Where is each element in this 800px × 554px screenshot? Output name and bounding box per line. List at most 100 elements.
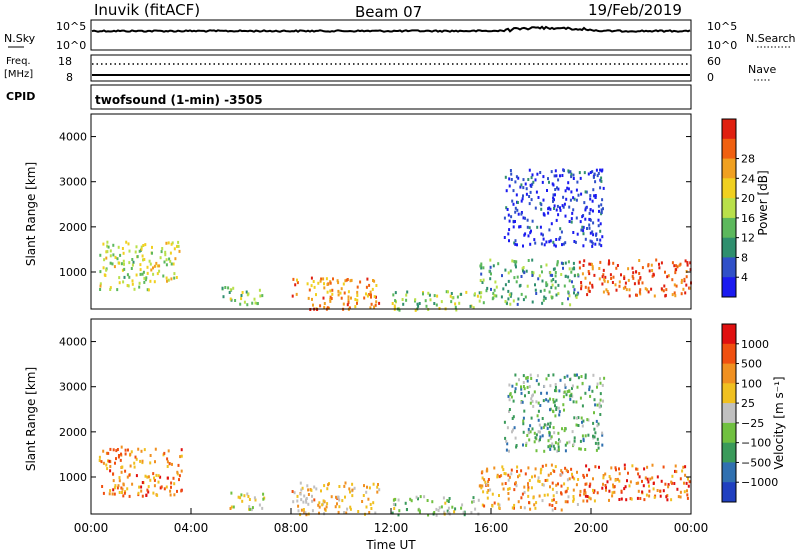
echo-cell bbox=[551, 283, 554, 287]
echo-cell bbox=[431, 500, 434, 504]
echo-cell bbox=[113, 486, 116, 490]
echo-cell bbox=[587, 172, 590, 176]
echo-cell bbox=[638, 290, 641, 294]
echo-cell bbox=[561, 427, 563, 431]
echo-cell bbox=[483, 478, 486, 482]
echo-cell bbox=[538, 274, 541, 278]
echo-cell bbox=[667, 274, 670, 278]
echo-cell bbox=[446, 499, 449, 503]
echo-cell bbox=[614, 466, 617, 470]
echo-cell bbox=[418, 302, 421, 305]
echo-cell bbox=[570, 220, 573, 224]
echo-cell bbox=[616, 264, 619, 267]
echo-cell bbox=[666, 275, 669, 279]
echo-cell bbox=[516, 243, 518, 247]
colorbar-tick-label: 100 bbox=[741, 377, 762, 390]
echo-cell bbox=[539, 435, 542, 439]
echo-cell bbox=[427, 513, 430, 517]
echo-cell bbox=[589, 497, 592, 501]
echo-cell bbox=[638, 475, 641, 479]
echo-cell bbox=[541, 180, 544, 184]
echo-cell bbox=[549, 384, 552, 388]
echo-cell bbox=[522, 422, 525, 426]
echo-cell bbox=[543, 288, 546, 292]
echo-cell bbox=[591, 241, 594, 245]
echo-cell bbox=[150, 268, 153, 272]
echo-cell bbox=[176, 470, 179, 474]
echo-cell bbox=[498, 503, 501, 507]
echo-cell bbox=[540, 391, 543, 395]
echo-cell bbox=[176, 244, 178, 248]
cpid-value: twofsound (1-min) -3505 bbox=[95, 93, 263, 107]
colorbar-tick-label: −500 bbox=[741, 456, 771, 469]
colorbar-segment bbox=[722, 158, 736, 179]
echo-cell bbox=[487, 480, 490, 484]
echo-cell bbox=[533, 390, 536, 394]
echo-cell bbox=[575, 423, 578, 427]
echo-cell bbox=[549, 207, 552, 211]
echo-cell bbox=[261, 294, 264, 298]
echo-cell bbox=[599, 404, 602, 408]
echo-cell bbox=[587, 286, 590, 290]
echo-cell bbox=[160, 250, 163, 254]
echo-cell bbox=[114, 255, 117, 259]
echo-cell bbox=[582, 499, 585, 503]
y-tick-label: 1000 bbox=[59, 266, 87, 279]
echo-cell bbox=[589, 394, 592, 398]
echo-cell bbox=[481, 470, 484, 474]
echo-cell bbox=[537, 409, 540, 413]
echo-cell bbox=[116, 486, 119, 490]
echo-cell bbox=[521, 492, 524, 496]
echo-cell bbox=[129, 464, 132, 468]
echo-cell bbox=[312, 303, 314, 307]
echo-cell bbox=[524, 472, 527, 476]
echo-cell bbox=[599, 377, 601, 381]
echo-cell bbox=[503, 216, 506, 220]
echo-cell bbox=[338, 505, 341, 509]
echo-cell bbox=[508, 383, 511, 387]
colorbar-tick-label: 20 bbox=[741, 192, 755, 205]
echo-cell bbox=[516, 465, 519, 469]
echo-cell bbox=[623, 487, 626, 491]
echo-cell bbox=[306, 484, 309, 488]
echo-cell bbox=[456, 295, 459, 299]
echo-cell bbox=[460, 292, 463, 296]
echo-cell bbox=[647, 480, 650, 484]
echo-cell bbox=[258, 288, 261, 292]
echo-cell bbox=[547, 207, 550, 211]
echo-cell bbox=[126, 284, 129, 287]
echo-cell bbox=[369, 502, 372, 506]
echo-cell bbox=[392, 498, 395, 502]
echo-cell bbox=[504, 472, 507, 476]
echo-cell bbox=[247, 495, 250, 498]
echo-cell bbox=[327, 306, 330, 310]
echo-cell bbox=[343, 484, 346, 488]
echo-cell bbox=[595, 168, 598, 172]
echo-cell bbox=[589, 239, 592, 243]
echo-cell bbox=[659, 494, 662, 498]
echo-cell bbox=[229, 288, 232, 292]
echo-cell bbox=[558, 389, 561, 393]
echo-cell bbox=[443, 510, 446, 514]
echo-cell bbox=[520, 211, 523, 214]
echo-cell bbox=[224, 286, 227, 289]
echo-cell bbox=[365, 490, 368, 494]
echo-cell bbox=[679, 477, 682, 481]
echo-cell bbox=[302, 508, 305, 511]
echo-cell bbox=[624, 485, 627, 489]
echo-cell bbox=[146, 271, 149, 275]
echo-cell bbox=[586, 473, 588, 477]
echo-cell bbox=[334, 505, 337, 509]
echo-cell bbox=[241, 291, 244, 294]
echo-cell bbox=[349, 507, 352, 511]
echo-cell bbox=[167, 278, 170, 282]
echo-cell bbox=[594, 403, 597, 407]
echo-cell bbox=[535, 449, 538, 453]
echo-cell bbox=[664, 270, 666, 274]
echo-cell bbox=[127, 284, 130, 288]
echo-cell bbox=[222, 295, 225, 299]
echo-cell bbox=[568, 394, 571, 398]
echo-cell bbox=[102, 242, 105, 246]
echo-cell bbox=[572, 208, 575, 212]
